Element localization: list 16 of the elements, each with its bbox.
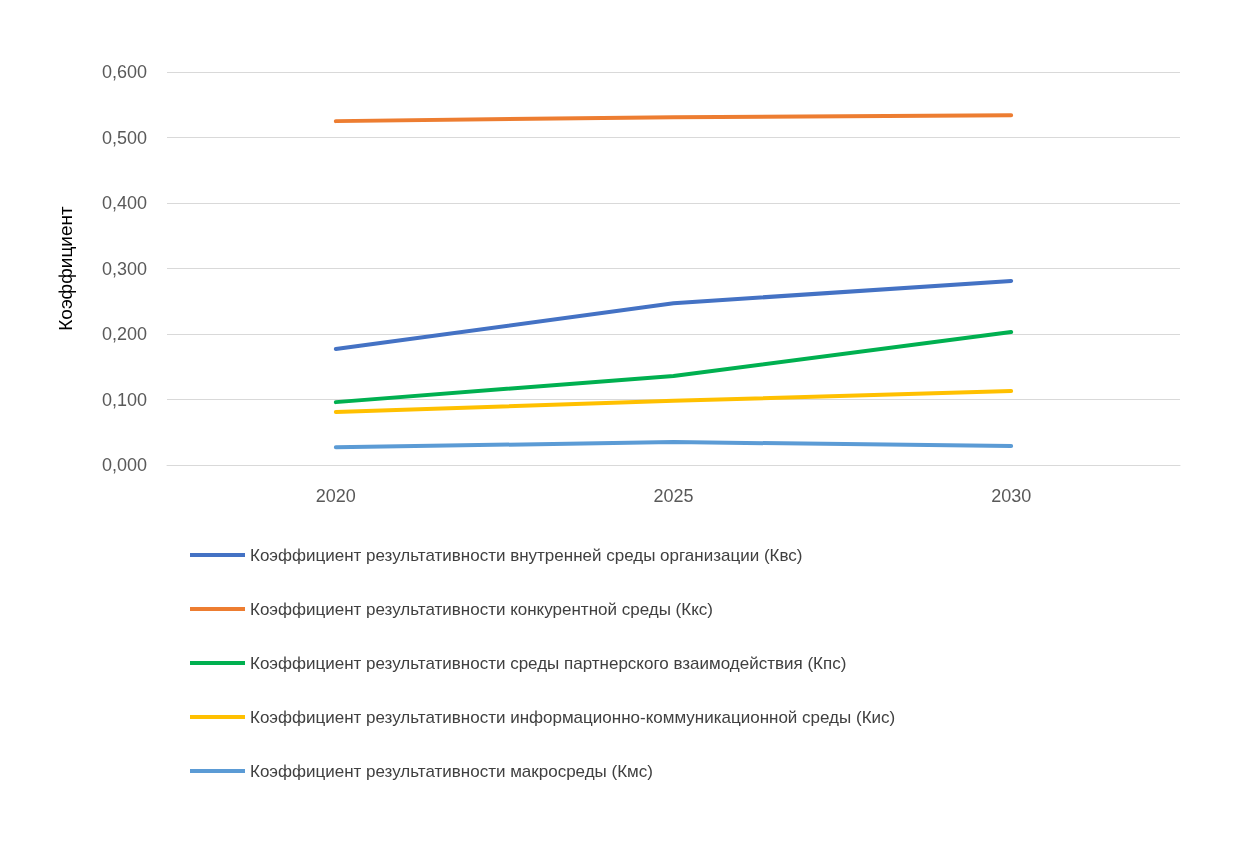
x-tick-label: 2025 xyxy=(653,486,694,506)
y-tick-label: 0,200 xyxy=(101,324,147,344)
x-tick-label: 2020 xyxy=(315,486,356,506)
y-tick-label: 0,600 xyxy=(101,62,147,82)
y-tick-label: 0,400 xyxy=(101,193,147,213)
legend-label: Коэффициент результативности информационно-коммуникационной среды (Кис) xyxy=(250,707,896,727)
legend-label: Коэффициент результативности макросреды (Кмс) xyxy=(250,761,653,781)
y-axis-title: Коэффициент xyxy=(55,205,76,331)
x-tick-label: 2030 xyxy=(991,486,1032,506)
y-tick-label: 0,100 xyxy=(101,389,147,410)
y-tick-label: 0,500 xyxy=(101,127,147,148)
y-tick-label: 0,000 xyxy=(101,455,147,475)
legend-label: Коэффициент результативности среды партнерского взаимодействия (Кпс) xyxy=(250,653,847,673)
legend-label: Коэффициент результативности внутренней среды организации (Квс) xyxy=(250,545,803,565)
legend-label: Коэффициент результативности конкурентной среды (Ккс) xyxy=(250,599,713,619)
y-tick-label: 0,300 xyxy=(101,258,147,279)
